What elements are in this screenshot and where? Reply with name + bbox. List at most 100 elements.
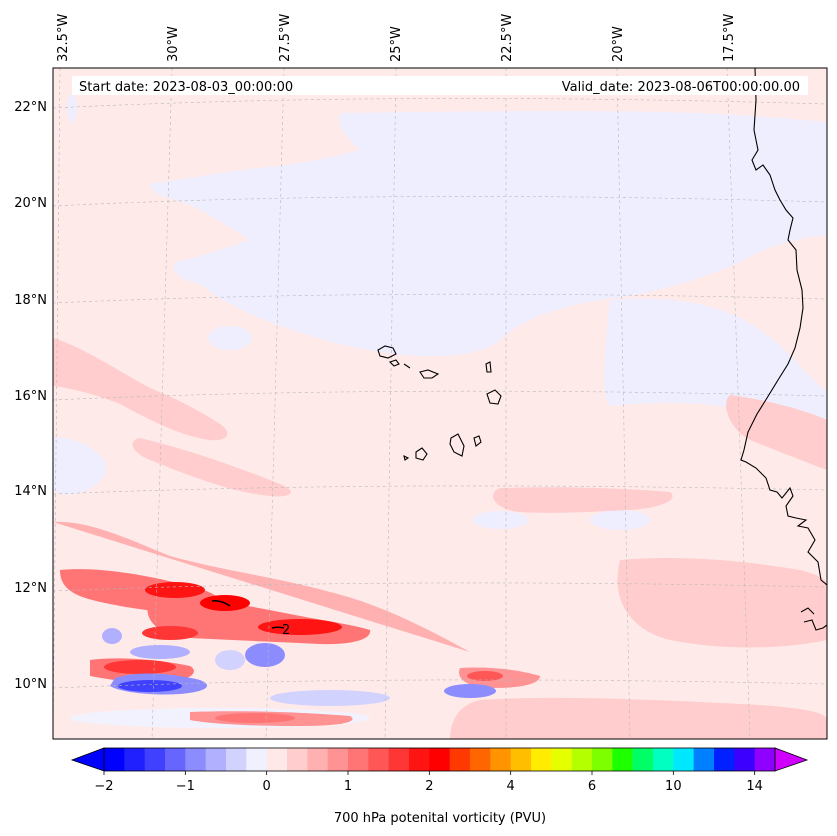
pv-field-positive-band-west bbox=[53, 338, 228, 441]
colorbar-swatch bbox=[571, 748, 593, 771]
contour-label: 2 bbox=[282, 623, 290, 638]
colorbar-swatch bbox=[734, 748, 756, 771]
lat-label: 22°N bbox=[14, 100, 47, 115]
colorbar-swatch bbox=[226, 748, 247, 771]
colorbar-swatch bbox=[246, 748, 268, 771]
colorbar-swatch bbox=[612, 748, 634, 771]
pv-field-max-f bbox=[467, 671, 503, 681]
colorbar: −2 −1 0 1 2 4 6 10 14 700 hPa potenital vorticit… bbox=[70, 747, 809, 826]
pv-field-negative-blob bbox=[67, 94, 77, 122]
lon-label: 20°W bbox=[611, 26, 626, 62]
pv-field-negative-blob bbox=[590, 510, 650, 530]
lon-label: 32.5°W bbox=[56, 14, 71, 62]
colorbar-swatch bbox=[592, 748, 613, 771]
colorbar-swatch bbox=[429, 748, 451, 771]
pv-field-positive-band-bottom bbox=[450, 697, 827, 739]
map-panel: 2 bbox=[53, 68, 827, 739]
lat-label: 18°N bbox=[14, 293, 47, 308]
colorbar-swatch bbox=[348, 748, 369, 771]
colorbar-swatch bbox=[409, 748, 430, 771]
colorbar-tick-label: 2 bbox=[425, 779, 433, 794]
colorbar-swatch bbox=[124, 748, 146, 771]
colorbar-tick-label: 14 bbox=[746, 779, 763, 794]
colorbar-under-arrow bbox=[70, 747, 105, 772]
colorbar-swatch bbox=[368, 748, 390, 771]
pv-field-negative-pocket bbox=[270, 690, 390, 706]
colorbar-swatch bbox=[714, 748, 735, 771]
colorbar-swatch bbox=[104, 748, 125, 771]
colorbar-swatch bbox=[185, 748, 207, 771]
colorbar-swatches bbox=[104, 748, 776, 771]
pv-field-positive-band-southeast bbox=[617, 558, 827, 648]
pv-field-positive-band-mid bbox=[132, 438, 291, 497]
pv-field-max-a bbox=[145, 582, 205, 598]
pv-field-negative-pocket bbox=[130, 645, 190, 659]
colorbar-swatch bbox=[490, 748, 512, 771]
colorbar-tick-label: 4 bbox=[507, 779, 515, 794]
lat-label: 10°N bbox=[14, 677, 47, 692]
colorbar-swatch bbox=[205, 748, 227, 771]
pv-field-max-g bbox=[215, 713, 295, 723]
colorbar-tick-label: −2 bbox=[94, 779, 113, 794]
graticule bbox=[53, 68, 827, 739]
colorbar-swatch bbox=[673, 748, 695, 771]
colorbar-tick-label: 0 bbox=[263, 779, 271, 794]
colorbar-tick-label: 6 bbox=[588, 779, 596, 794]
map-frame bbox=[52, 67, 828, 740]
colorbar-swatch bbox=[449, 748, 471, 771]
colorbar-swatch bbox=[287, 748, 308, 771]
pv-field-negative-blob bbox=[208, 326, 252, 350]
cape-verde-islands bbox=[377, 345, 502, 461]
pv-field-positive-band-south bbox=[492, 487, 673, 513]
pv-field-negative-west bbox=[53, 437, 106, 495]
colorbar-tick-label: −1 bbox=[176, 779, 195, 794]
pv-field-negative-pocket bbox=[245, 643, 285, 667]
colorbar-swatch bbox=[388, 748, 410, 771]
colorbar-over-arrow bbox=[774, 747, 809, 772]
colorbar-swatch bbox=[653, 748, 674, 771]
pv-field-negative-pocket bbox=[102, 628, 122, 644]
pv-contour-2 bbox=[211, 599, 285, 629]
start-date-label: Start date: 2023-08-03_00:00:00 bbox=[79, 80, 293, 95]
pv-field-negative-pocket bbox=[118, 680, 182, 692]
colorbar-swatch bbox=[531, 748, 552, 771]
colorbar-swatch bbox=[754, 748, 776, 771]
pv-field-negative-pocket bbox=[444, 684, 496, 698]
latitude-labels: 22°N 20°N 18°N 16°N 14°N 12°N 10°N bbox=[14, 100, 47, 692]
colorbar-swatch bbox=[327, 748, 349, 771]
longitude-labels: 32.5°W 30°W 27.5°W 25°W 22.5°W 20°W 17.5… bbox=[56, 14, 737, 62]
colorbar-outline bbox=[103, 747, 776, 772]
lat-label: 12°N bbox=[14, 581, 47, 596]
colorbar-swatch bbox=[632, 748, 654, 771]
lon-label: 27.5°W bbox=[278, 14, 293, 62]
colorbar-swatch bbox=[266, 748, 288, 771]
colorbar-tick-label: 1 bbox=[344, 779, 352, 794]
coastline-africa bbox=[740, 68, 827, 631]
lat-label: 20°N bbox=[14, 196, 47, 211]
colorbar-swatch bbox=[551, 748, 573, 771]
pv-field-positive-band-east bbox=[726, 395, 827, 470]
lon-label: 22.5°W bbox=[500, 14, 515, 62]
valid-date-label: Valid_date: 2023-08-06T00:00:00.00 bbox=[562, 80, 800, 95]
colorbar-swatch bbox=[470, 748, 491, 771]
colorbar-swatch bbox=[307, 748, 329, 771]
pv-field-negative-pocket bbox=[215, 650, 245, 670]
lon-label: 30°W bbox=[166, 26, 181, 62]
colorbar-tick-label: 10 bbox=[665, 779, 682, 794]
pv-field-max-c bbox=[142, 626, 198, 640]
pv-field-max-e bbox=[104, 660, 176, 674]
pv-field-negative-blob bbox=[472, 511, 528, 529]
lon-label: 17.5°W bbox=[722, 14, 737, 62]
colorbar-swatch bbox=[693, 748, 715, 771]
pv-field-max-d bbox=[258, 619, 342, 635]
colorbar-ticks: −2 −1 0 1 2 4 6 10 14 bbox=[94, 771, 763, 794]
lon-label: 25°W bbox=[389, 26, 404, 62]
colorbar-title: 700 hPa potenital vorticity (PVU) bbox=[334, 811, 546, 826]
colorbar-swatch bbox=[165, 748, 186, 771]
lat-label: 16°N bbox=[14, 389, 47, 404]
colorbar-swatch bbox=[510, 748, 532, 771]
lat-label: 14°N bbox=[14, 484, 47, 499]
colorbar-swatch bbox=[144, 748, 166, 771]
date-annotation-box bbox=[72, 76, 808, 95]
